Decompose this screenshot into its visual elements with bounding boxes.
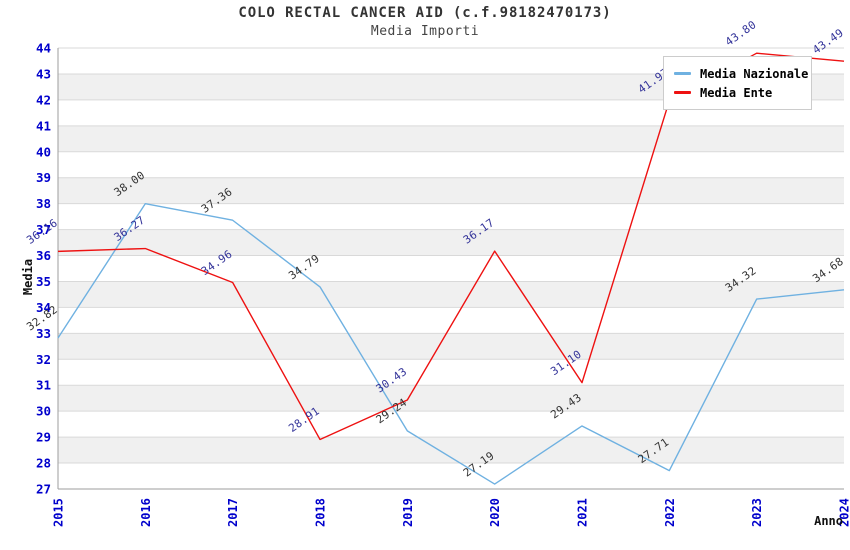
x-tick-label: 2024 [838,498,850,527]
point-value-label: 34.68 [810,255,846,286]
y-tick-label: 44 [36,41,51,56]
band [58,333,844,360]
media-nazionale-line-marker [674,72,691,75]
band [58,385,844,412]
y-tick-label: 29 [36,430,51,445]
x-tick-label: 2023 [750,498,764,527]
y-tick-label: 37 [36,222,51,237]
media-ente-line-marker [674,91,691,94]
y-tick-label: 36 [36,248,51,263]
y-tick-label: 30 [36,404,51,419]
legend-label-media-ente: Media Ente [700,85,773,100]
y-tick-label: 39 [36,170,51,185]
y-tick-label: 40 [36,144,51,159]
x-tick-label: 2022 [663,498,677,527]
y-tick-label: 38 [36,196,51,211]
x-tick-label: 2016 [139,498,153,527]
x-tick-label: 2020 [488,498,502,527]
y-tick-label: 32 [36,352,51,367]
point-value-label: 36.16 [24,216,60,247]
band [58,229,844,256]
series-line-media-nazionale [57,202,845,485]
band [58,281,844,308]
y-tick-label: 33 [36,326,51,341]
x-tick-label: 2015 [52,498,66,527]
chart-legend: Media Nazionale Media Ente [663,56,812,110]
y-axis-title: Media [21,258,35,296]
point-value-label: 34.79 [286,252,322,283]
y-tick-label: 41 [36,118,51,133]
x-axis-title: Anno [814,514,843,528]
chart-title: COLO RECTAL CANCER AID (c.f.98182470173) [238,5,612,21]
chart-subtitle: Media Importi [370,24,480,39]
x-tick-label: 2021 [576,498,590,527]
y-tick-label: 42 [36,92,51,107]
y-tick-label: 43 [36,66,51,81]
y-tick-label: 28 [36,456,51,471]
x-tick-label: 2019 [401,498,415,527]
legend-item-media-ente: Media Ente [674,83,803,102]
band [58,177,844,204]
band [58,125,844,152]
legend-item-media-nazionale: Media Nazionale [674,64,808,83]
y-tick-label: 31 [36,378,51,393]
legend-label-media-nazionale: Media Nazionale [700,66,809,81]
x-tick-label: 2017 [226,498,240,527]
y-tick-label: 35 [36,274,51,289]
x-tick-label: 2018 [314,498,328,527]
y-tick-label: 34 [36,300,51,315]
band [58,437,844,464]
y-tick-label: 27 [36,482,51,497]
